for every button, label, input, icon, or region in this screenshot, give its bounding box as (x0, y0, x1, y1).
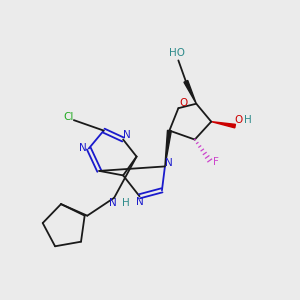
Text: N: N (136, 197, 143, 207)
Text: N: N (109, 198, 116, 208)
Text: N: N (123, 130, 131, 140)
Text: HO: HO (169, 48, 185, 58)
Text: N: N (79, 143, 87, 153)
Text: H: H (244, 115, 251, 125)
Text: N: N (165, 158, 173, 168)
Polygon shape (211, 122, 236, 128)
Text: F: F (213, 157, 219, 167)
Text: O: O (234, 115, 242, 125)
Text: H: H (122, 198, 130, 208)
Polygon shape (184, 80, 196, 104)
Text: O: O (180, 98, 188, 108)
Polygon shape (165, 130, 171, 166)
Text: Cl: Cl (63, 112, 74, 122)
